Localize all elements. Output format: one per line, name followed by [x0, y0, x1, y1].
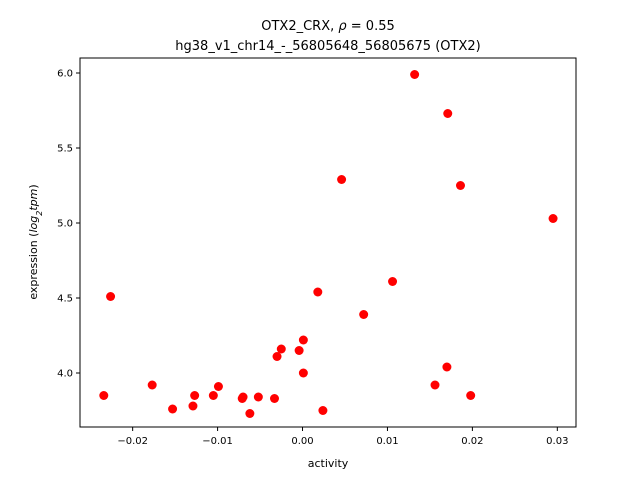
y-tick-label: 5.5 [57, 144, 73, 155]
data-point [298, 335, 308, 345]
y-axis-ticks: 4.0 4.5 5.0 5.5 6.0 [57, 69, 80, 380]
y-axis-label: expression (log2tpm) [27, 184, 44, 299]
chart-title-line2: hg38_v1_chr14_-_56805648_56805675 (OTX2) [175, 39, 480, 54]
ylabel-log: log [27, 216, 40, 233]
data-point [430, 380, 440, 390]
chart-title-line1: OTX2_CRX, ρ = 0.55 [261, 19, 395, 34]
x-tick-label: −0.01 [202, 436, 233, 447]
x-tick-label: −0.02 [117, 436, 148, 447]
data-point [238, 392, 248, 402]
data-point [443, 109, 453, 118]
data-point [442, 362, 452, 372]
data-point [190, 391, 200, 400]
y-tick-label: 5.0 [57, 219, 73, 230]
data-point [245, 409, 255, 418]
data-point [147, 380, 157, 390]
data-point [466, 391, 476, 400]
data-point [313, 287, 323, 297]
title-prefix: OTX2_CRX, [261, 19, 338, 34]
x-tick-label: 0.02 [461, 436, 483, 447]
x-axis-ticks: −0.02 −0.01 0.00 0.01 0.02 0.03 [117, 427, 568, 447]
data-point [359, 310, 369, 319]
y-tick-label: 4.5 [57, 294, 73, 305]
data-point [337, 175, 347, 184]
ylabel-tpm: tpm [27, 189, 40, 211]
x-tick-label: 0.01 [376, 436, 398, 447]
title-rho-symbol: ρ [338, 19, 347, 34]
data-point [269, 394, 279, 403]
data-point [410, 70, 420, 79]
data-point [272, 352, 282, 361]
title-rho-value: = 0.55 [347, 19, 395, 34]
plot-frame [79, 57, 577, 428]
data-point [318, 406, 328, 415]
data-point [455, 181, 465, 190]
data-point [99, 391, 109, 400]
data-point [253, 392, 263, 402]
ylabel-suffix: ) [27, 184, 40, 188]
data-point [388, 277, 398, 286]
y-tick-label: 6.0 [57, 69, 73, 80]
data-points [99, 70, 558, 418]
data-point [106, 292, 116, 301]
ylabel-sub: 2 [35, 211, 44, 216]
x-tick-label: 0.03 [546, 436, 568, 447]
data-point [298, 368, 308, 378]
y-tick-label: 4.0 [57, 369, 73, 380]
data-point [294, 346, 304, 355]
data-point [276, 344, 286, 354]
data-point [548, 214, 558, 223]
data-point [168, 404, 178, 414]
data-point [188, 401, 198, 411]
ylabel-prefix: expression ( [27, 233, 40, 300]
x-tick-label: 0.00 [291, 436, 313, 447]
x-axis-label: activity [308, 457, 349, 470]
data-point [213, 382, 223, 391]
data-point [208, 391, 218, 400]
